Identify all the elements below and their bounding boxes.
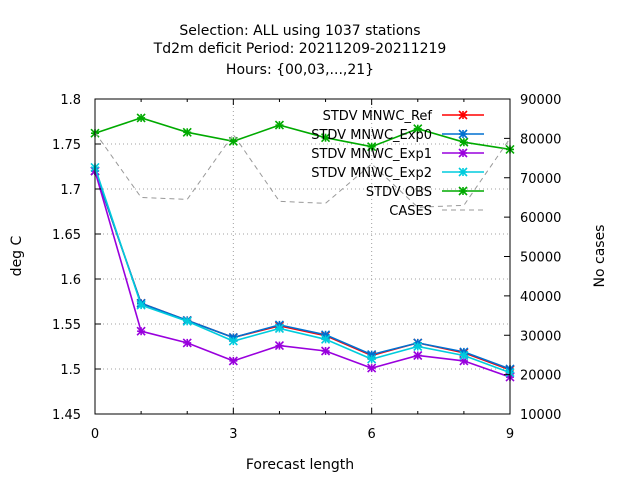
data-point [413, 124, 423, 134]
data-point [367, 354, 377, 364]
legend-label: STDV OBS [366, 185, 432, 200]
x-tick-label: 6 [368, 427, 376, 442]
y2-tick-label: 50000 [520, 251, 561, 266]
y-axis-label: deg C [9, 235, 25, 276]
series-line-stdv-mnwc-ref [94, 170, 511, 371]
data-point [136, 113, 146, 123]
data-point [228, 356, 238, 366]
legend-marker [458, 129, 468, 139]
legend-entry-stdv-mnwc-exp1: STDV MNWC_Exp1 [311, 147, 484, 162]
series-stdv-mnwc-exp2 [90, 162, 515, 378]
data-point [320, 133, 331, 143]
legend-marker [458, 110, 468, 120]
y-tick-label: 1.8 [60, 93, 81, 108]
y-tick-label: 1.45 [52, 408, 81, 423]
grid [95, 99, 510, 414]
legend-entry-stdv-mnwc-exp0: STDV MNWC_Exp0 [311, 128, 484, 143]
y2-tick-label: 20000 [520, 369, 561, 384]
data-point [136, 300, 146, 310]
series-stdv-obs [90, 113, 515, 154]
series-cases [94, 132, 511, 208]
y2-tick-label: 10000 [520, 408, 561, 423]
data-point [136, 326, 146, 336]
x-tick-label: 0 [91, 427, 99, 442]
y-tick-label: 1.75 [52, 138, 81, 153]
legend-entry-stdv-obs: STDV OBS [366, 185, 484, 200]
y2-tick-label: 30000 [520, 329, 561, 344]
y2-tick-label: 60000 [520, 211, 561, 226]
legend-marker [458, 167, 468, 177]
data-point [413, 341, 423, 352]
series-line-cases [94, 132, 511, 208]
legend-label: STDV MNWC_Exp1 [311, 147, 432, 162]
data-point [182, 316, 192, 326]
y-tick-label: 1.55 [52, 318, 81, 333]
data-point [182, 338, 192, 348]
data-point [367, 142, 377, 152]
legend-entry-stdv-mnwc-exp2: STDV MNWC_Exp2 [311, 166, 484, 181]
legend-label: STDV MNWC_Exp2 [311, 166, 432, 181]
y2-tick-label: 70000 [520, 172, 561, 187]
x-tick-label: 9 [506, 427, 514, 442]
series-line-stdv-obs [94, 117, 511, 151]
legend: STDV MNWC_Ref STDV MNWC_Exp0 STDV MNWC_Exp… [311, 109, 484, 219]
data-point [182, 127, 192, 137]
x-tick-label: 3 [229, 427, 237, 442]
series-layer [90, 113, 515, 382]
series-line-stdv-mnwc-exp0 [94, 170, 511, 370]
title-line-3: Hours: {00,03,...,21} [226, 62, 374, 78]
series-line-stdv-mnwc-exp2 [94, 167, 511, 374]
axes-ticks: 0 3 6 9 1.45 1.5 1.55 1.6 1.65 1.7 1.75 1.8 10000 200… [52, 93, 561, 442]
chart-title: Selection: ALL using 1037 stations Td2m … [153, 23, 447, 78]
y-tick-label: 1.6 [60, 273, 81, 288]
legend-label: STDV MNWC_Ref [323, 109, 433, 124]
title-line-1: Selection: ALL using 1037 stations [179, 23, 420, 39]
plot-frame [94, 98, 511, 415]
legend-marker [458, 186, 468, 196]
legend-label: STDV MNWC_Exp0 [311, 128, 432, 143]
legend-label: CASES [389, 204, 432, 219]
data-point [320, 334, 331, 344]
y2-tick-label: 40000 [520, 290, 561, 305]
data-point [274, 120, 285, 130]
data-point [228, 336, 238, 346]
y-tick-label: 1.65 [52, 228, 81, 243]
data-point [459, 350, 469, 361]
data-point [320, 346, 331, 356]
title-line-2: Td2m deficit Period: 20211209-20211219 [153, 41, 447, 57]
y-tick-label: 1.5 [60, 363, 81, 378]
legend-entry-stdv-mnwc-ref: STDV MNWC_Ref [323, 109, 484, 124]
data-point [459, 137, 469, 147]
y2-axis-label: No cases [592, 225, 608, 288]
data-point [274, 341, 285, 351]
series-line-stdv-mnwc-exp1 [94, 170, 511, 378]
data-point [367, 363, 377, 373]
data-point [413, 350, 423, 361]
y-tick-label: 1.7 [60, 183, 81, 198]
legend-marker [458, 148, 468, 158]
y2-tick-label: 90000 [520, 93, 561, 108]
legend-entry-cases: CASES [389, 204, 484, 219]
data-point [274, 323, 285, 334]
y2-tick-label: 80000 [520, 132, 561, 147]
x-axis-label: Forecast length [246, 457, 354, 473]
